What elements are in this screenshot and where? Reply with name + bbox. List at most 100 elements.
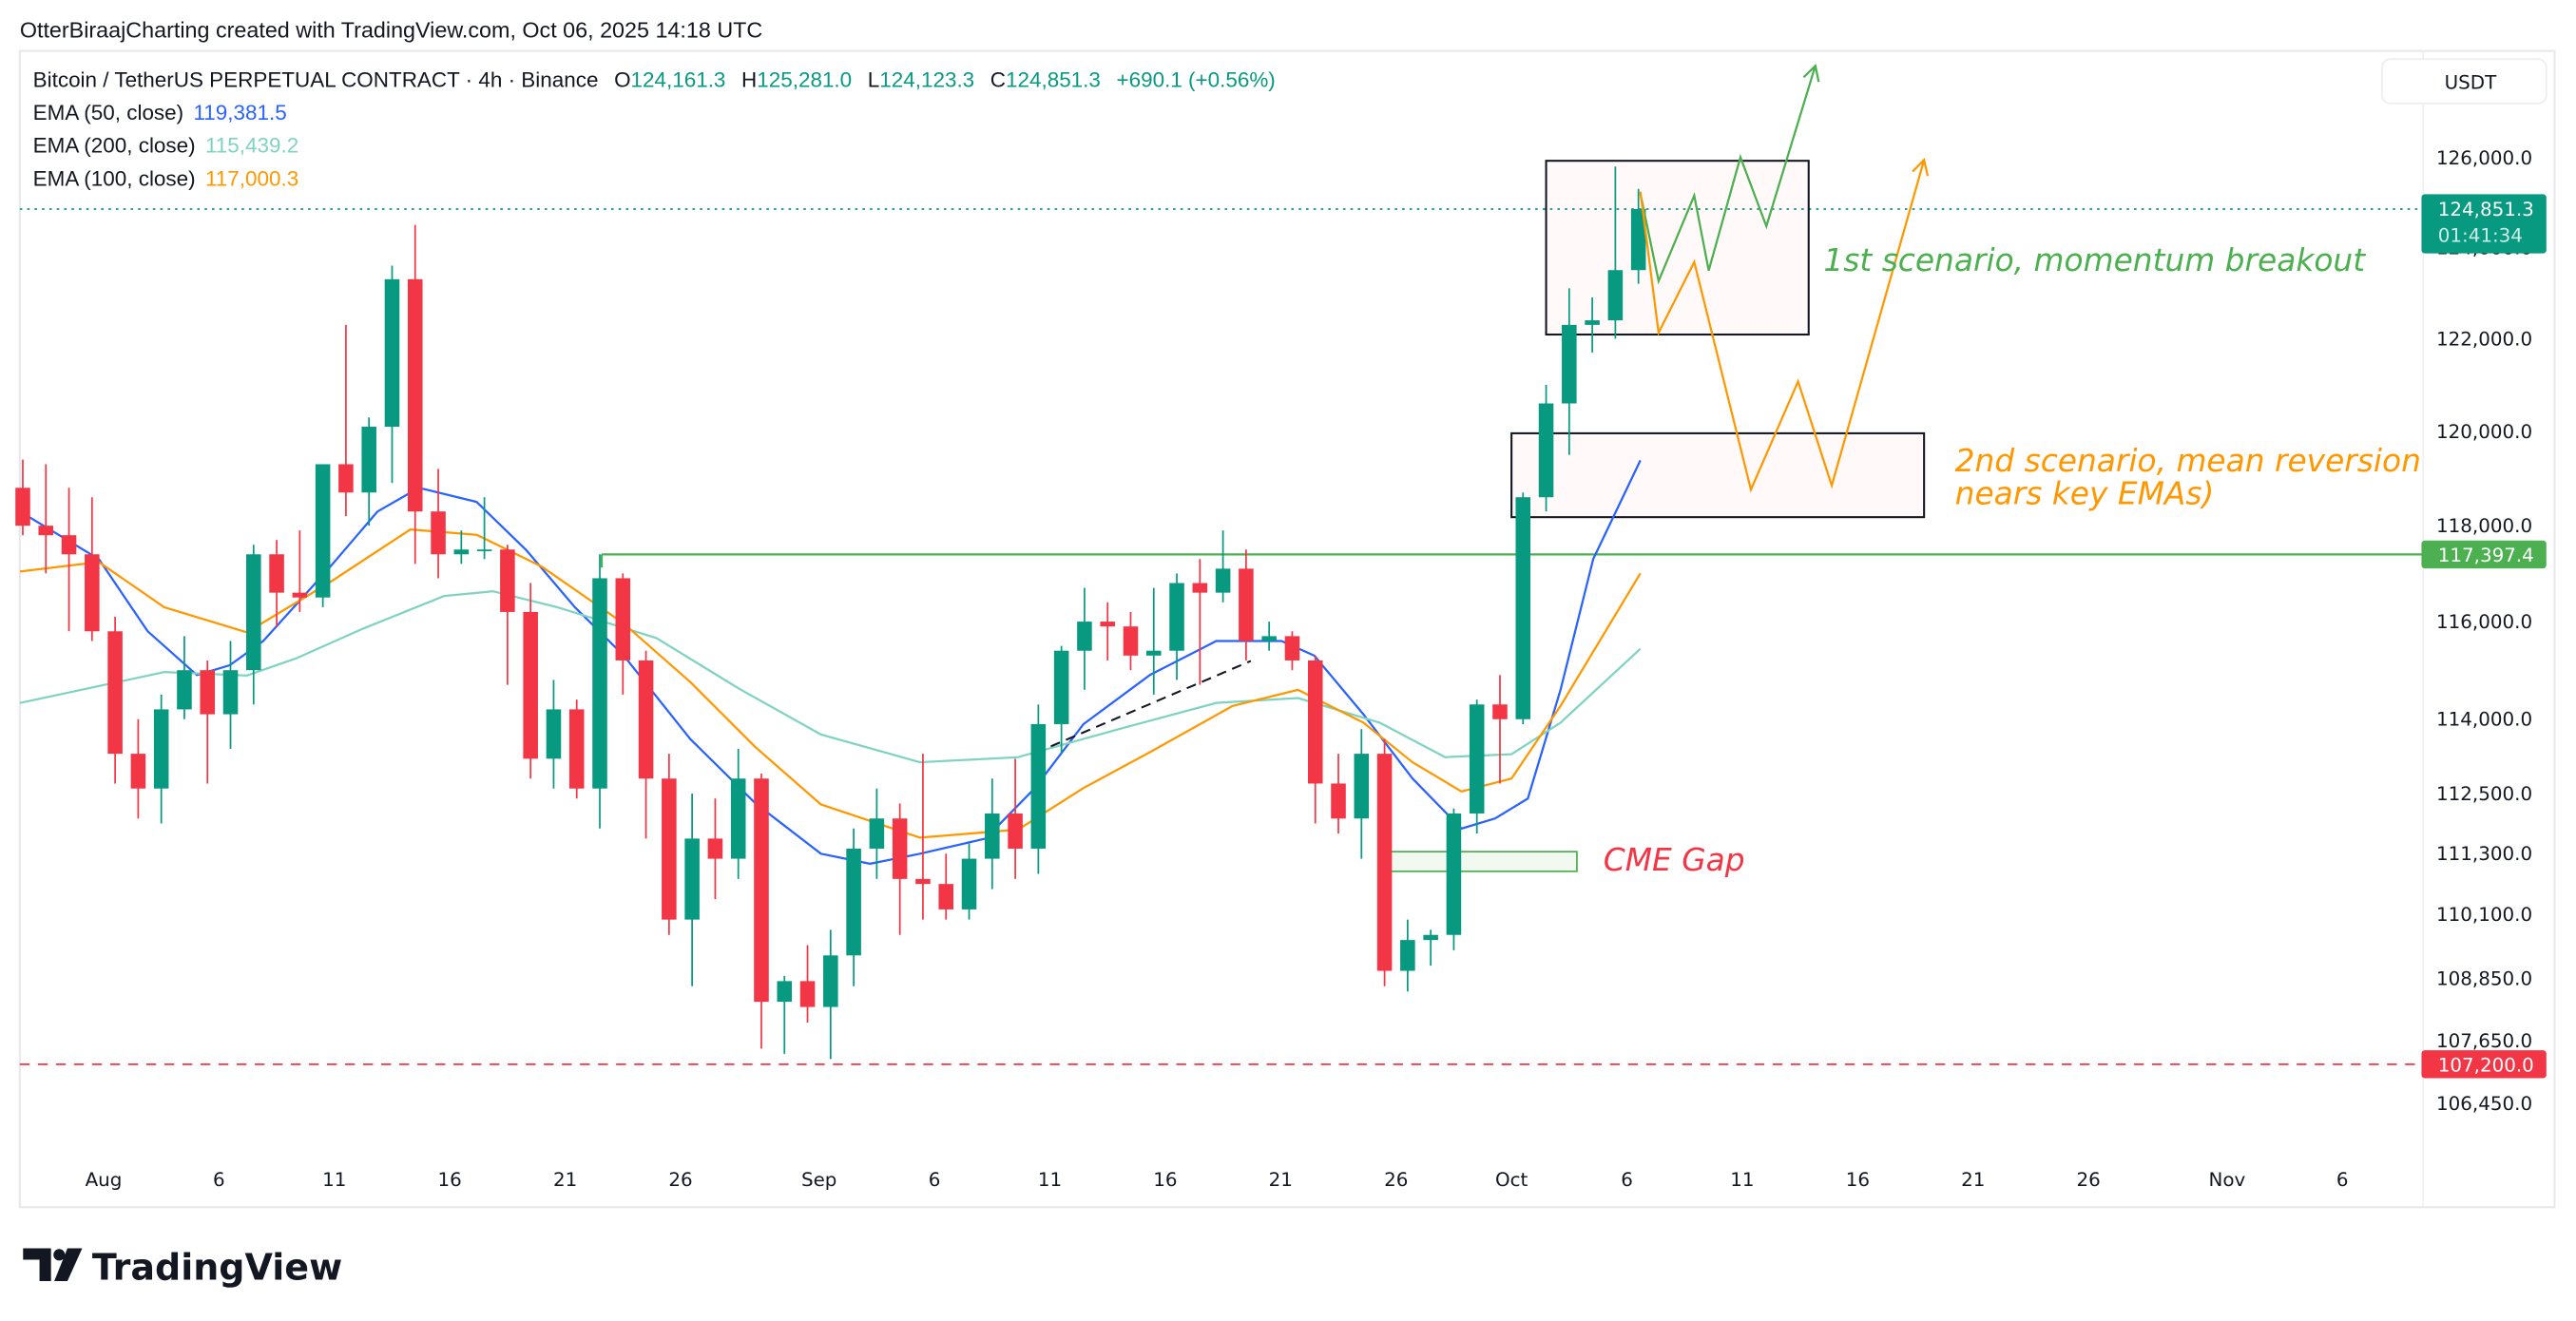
candle[interactable] xyxy=(568,699,585,799)
candle[interactable] xyxy=(915,754,931,920)
candle[interactable] xyxy=(1585,297,1600,353)
candle[interactable] xyxy=(1077,587,1092,690)
time-tick-label: 26 xyxy=(668,1169,692,1191)
candle[interactable] xyxy=(38,464,54,574)
candle[interactable] xyxy=(1123,611,1139,671)
candle-body xyxy=(1008,813,1023,849)
candle[interactable] xyxy=(730,748,746,879)
candle[interactable] xyxy=(707,798,723,900)
candle-body xyxy=(292,592,308,598)
candle[interactable] xyxy=(1538,384,1554,512)
candle[interactable] xyxy=(1053,645,1069,755)
candle[interactable] xyxy=(1423,929,1438,967)
candle[interactable] xyxy=(177,636,192,719)
price-tick-label: 112,500.0 xyxy=(2436,783,2532,805)
candle[interactable] xyxy=(1515,492,1531,724)
candle[interactable] xyxy=(546,680,562,789)
candle[interactable] xyxy=(1307,655,1323,824)
cme-gap-zone[interactable] xyxy=(1387,851,1578,872)
candle[interactable] xyxy=(1607,166,1624,339)
symbol-legend: Bitcoin / TetherUS PERPETUAL CONTRACT · … xyxy=(33,68,1276,92)
currency-button[interactable] xyxy=(2381,58,2547,105)
candle[interactable] xyxy=(1100,602,1115,660)
scenario1-path[interactable] xyxy=(1639,65,1817,285)
candle[interactable] xyxy=(338,324,354,517)
scenario2-path[interactable] xyxy=(1639,160,1926,493)
candle[interactable] xyxy=(361,417,376,526)
candle[interactable] xyxy=(1400,919,1415,992)
plot-area[interactable] xyxy=(15,64,2424,1065)
candle[interactable] xyxy=(431,469,446,579)
time-axis[interactable]: Aug 6 11 16 21 26 Sep 6 11 16 21 26 Oct 6 11 16 21 26 Nov 6 xyxy=(86,1169,2349,1191)
candle[interactable] xyxy=(476,497,492,560)
dashed-trendline[interactable] xyxy=(1050,660,1252,748)
candle[interactable] xyxy=(823,929,838,1060)
candle[interactable] xyxy=(246,545,261,705)
price-tick-label: 106,450.0 xyxy=(2436,1093,2532,1115)
candle[interactable] xyxy=(662,754,677,935)
time-tick-label: 16 xyxy=(438,1169,462,1191)
candle[interactable] xyxy=(1446,808,1462,950)
candle[interactable] xyxy=(592,554,607,829)
candle-body xyxy=(85,554,100,632)
breakout-box-zone[interactable] xyxy=(1545,160,1810,336)
candle[interactable] xyxy=(61,488,77,632)
candle[interactable] xyxy=(200,660,216,784)
candle[interactable] xyxy=(846,828,861,986)
candle[interactable] xyxy=(1261,622,1277,651)
candle[interactable] xyxy=(985,778,1000,890)
candle[interactable] xyxy=(1169,573,1184,680)
candle[interactable] xyxy=(384,265,400,484)
ema50-value: 119,381.5 xyxy=(194,101,287,124)
candle[interactable] xyxy=(684,793,700,986)
tradingview-logo[interactable]: TradingView xyxy=(23,1246,342,1288)
candle[interactable] xyxy=(523,583,538,779)
candle-body xyxy=(1261,636,1277,641)
ema200-legend[interactable]: EMA (200, close) 115,439.2 xyxy=(33,134,299,158)
candle[interactable] xyxy=(1630,188,1646,284)
candle[interactable] xyxy=(1239,549,1254,660)
candle[interactable] xyxy=(799,945,816,1023)
candle[interactable] xyxy=(754,773,769,1049)
candle[interactable] xyxy=(130,718,146,819)
ema100-legend[interactable]: EMA (100, close) 117,000.3 xyxy=(33,166,299,190)
candle[interactable] xyxy=(1331,754,1346,834)
candle[interactable] xyxy=(1145,587,1162,695)
ema50-line[interactable] xyxy=(19,459,1642,865)
candle[interactable] xyxy=(615,573,631,695)
candle[interactable] xyxy=(453,530,470,565)
candle[interactable] xyxy=(292,530,308,612)
candle[interactable] xyxy=(1008,758,1023,879)
candle[interactable] xyxy=(869,788,885,879)
candle[interactable] xyxy=(1469,699,1485,834)
candle[interactable] xyxy=(269,540,284,627)
candle[interactable] xyxy=(1215,530,1231,603)
ema50-legend[interactable]: EMA (50, close) 119,381.5 xyxy=(33,101,287,124)
candle[interactable] xyxy=(1492,675,1508,784)
ema200-line[interactable] xyxy=(19,590,1642,764)
candle[interactable] xyxy=(1030,704,1047,874)
candle[interactable] xyxy=(15,459,30,536)
candle[interactable] xyxy=(777,975,793,1054)
candle[interactable] xyxy=(961,843,977,920)
time-tick-label: Aug xyxy=(86,1169,123,1191)
candle[interactable] xyxy=(407,224,423,565)
candle[interactable] xyxy=(315,464,331,607)
candle[interactable] xyxy=(1562,288,1577,455)
candle[interactable] xyxy=(107,616,123,784)
ema100-label: EMA (100, close) xyxy=(33,166,196,190)
candle[interactable] xyxy=(892,803,908,935)
candle[interactable] xyxy=(1284,631,1300,671)
candle[interactable] xyxy=(938,853,954,920)
candle[interactable] xyxy=(85,497,100,641)
candle-body xyxy=(1446,813,1462,935)
candle[interactable] xyxy=(638,650,654,839)
mean-reversion-box-zone[interactable] xyxy=(1510,431,1926,519)
candle[interactable] xyxy=(222,641,239,749)
candle[interactable] xyxy=(500,545,515,685)
candle[interactable] xyxy=(153,694,169,824)
candle[interactable] xyxy=(1354,729,1370,859)
candle[interactable] xyxy=(1192,559,1208,685)
time-tick-label: Sep xyxy=(801,1169,836,1191)
candle[interactable] xyxy=(1376,738,1393,986)
